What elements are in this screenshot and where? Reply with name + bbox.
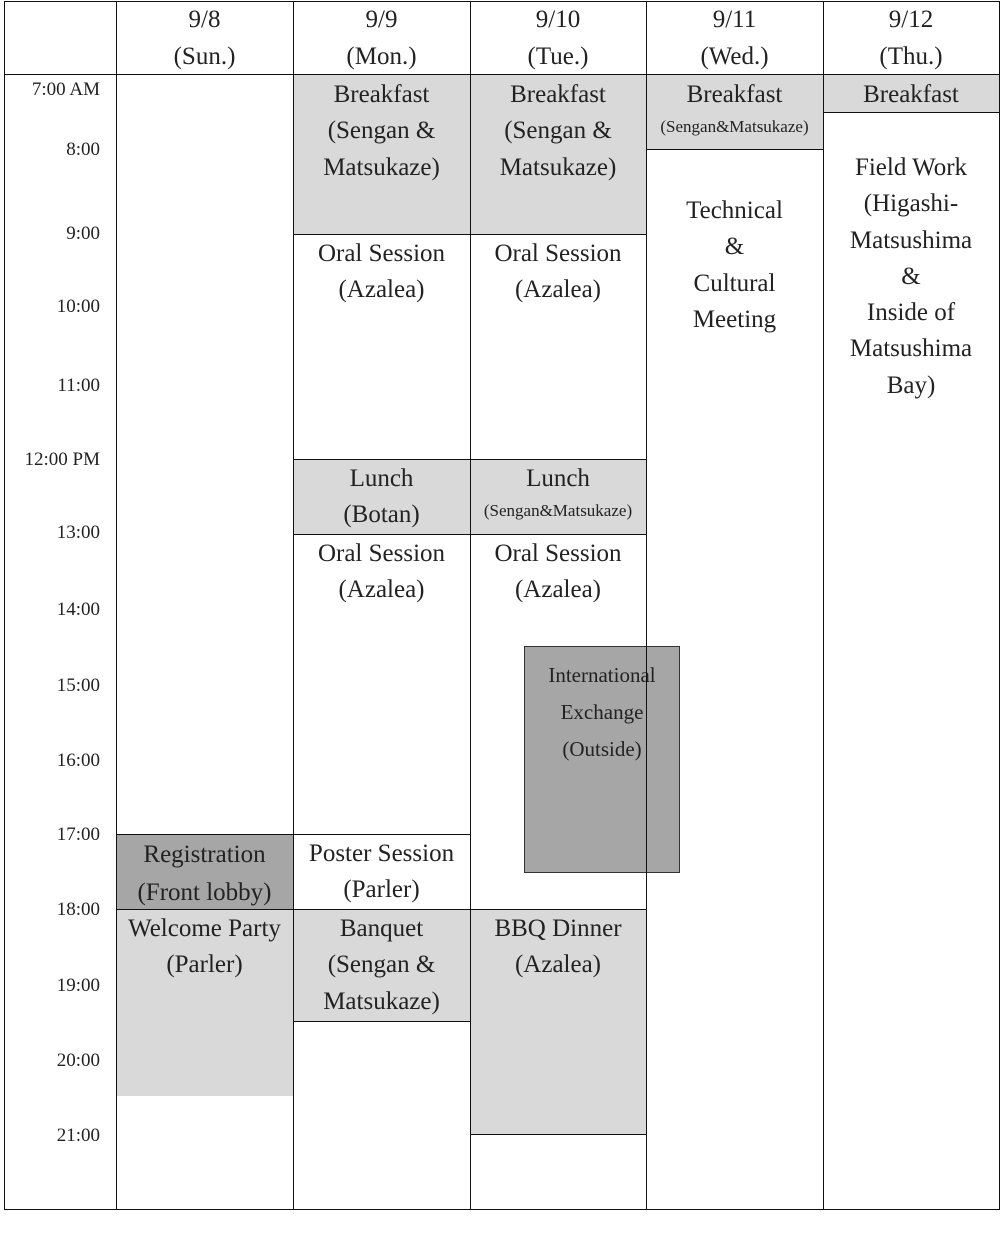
event-location: (Sengan&Matsukaze)	[483, 501, 633, 521]
event-mon-breakfast: Breakfast (Sengan & Matsukaze)	[293, 75, 470, 234]
event-registration: Registration (Front lobby)	[116, 834, 293, 909]
time-label: 15:00	[56, 675, 100, 696]
event-divider	[823, 112, 999, 113]
column-divider	[823, 1, 824, 1210]
event-divider	[646, 149, 823, 150]
day-date: 9/8	[188, 6, 221, 33]
event-divider	[293, 459, 470, 460]
day-date: 9/9	[365, 6, 398, 33]
column-divider	[999, 1, 1000, 1210]
event-divider	[470, 909, 646, 910]
day-weekday: (Sun.)	[173, 43, 236, 70]
time-label: 10:00	[56, 296, 100, 317]
time-label: 16:00	[56, 750, 100, 771]
day-weekday: (Mon.)	[346, 43, 417, 70]
event-tue-breakfast: Breakfast (Sengan & Matsukaze)	[470, 75, 646, 234]
event-title: Breakfast	[686, 81, 783, 108]
event-divider	[293, 834, 470, 835]
time-label: 18:00	[56, 899, 100, 920]
time-label: 8:00	[66, 139, 100, 160]
time-label: 13:00	[56, 522, 100, 543]
event-divider	[470, 1134, 646, 1135]
column-divider	[116, 1, 117, 1210]
time-label: 14:00	[56, 599, 100, 620]
event-divider	[470, 234, 646, 235]
time-label: 11:00	[57, 375, 100, 396]
event-thu-breakfast: Breakfast	[823, 75, 999, 112]
day-date: 9/10	[535, 6, 581, 33]
event-field-work: Field Work (Higashi- Matsushima & Inside…	[849, 154, 973, 399]
event-international-exchange: International Exchange (Outside)	[524, 646, 680, 873]
column-divider	[646, 1, 647, 1210]
event-mon-oral-pm: Oral Session (Azalea)	[317, 540, 446, 604]
table-top-border	[4, 1, 1000, 2]
time-label: 19:00	[56, 975, 100, 996]
time-label: 21:00	[56, 1125, 100, 1146]
event-bbq-dinner: BBQ Dinner (Azalea)	[470, 909, 646, 1134]
column-divider	[293, 1, 294, 1210]
time-label: 7:00 AM	[31, 79, 100, 100]
header-bottom-border	[4, 74, 1000, 75]
table-left-border	[4, 1, 5, 1210]
table-bottom-border	[4, 1209, 1000, 1210]
event-welcome-party: Welcome Party (Parler)	[116, 909, 293, 1096]
day-weekday: (Tue.)	[527, 43, 589, 70]
event-divider	[293, 534, 470, 535]
event-tue-lunch: Lunch (Sengan&Matsukaze)	[470, 459, 646, 534]
event-divider	[293, 909, 470, 910]
event-divider	[293, 234, 470, 235]
time-label: 17:00	[56, 824, 100, 845]
event-mon-lunch: Lunch (Botan)	[293, 459, 470, 534]
day-header: 9/10 (Tue.)	[470, 0, 646, 74]
event-technical-cultural: Technical & Cultural Meeting	[686, 197, 783, 333]
event-divider	[470, 459, 646, 460]
event-divider	[116, 834, 293, 835]
time-label: 20:00	[56, 1050, 100, 1071]
event-location: (Sengan&Matsukaze)	[660, 117, 809, 137]
time-label: 9:00	[66, 223, 100, 244]
event-mon-oral-am: Oral Session (Azalea)	[317, 240, 446, 304]
event-tue-oral-pm: Oral Session (Azalea)	[494, 540, 622, 604]
time-label: 12:00 PM	[24, 449, 101, 470]
day-header: 9/12 (Thu.)	[823, 0, 999, 74]
event-wed-breakfast: Breakfast (Sengan&Matsukaze)	[646, 75, 823, 149]
event-tue-oral-am: Oral Session (Azalea)	[494, 240, 622, 304]
day-weekday: (Thu.)	[879, 43, 943, 70]
event-title: Lunch	[526, 465, 590, 492]
day-date: 9/12	[888, 6, 934, 33]
event-mon-banquet: Banquet (Sengan & Matsukaze)	[293, 909, 470, 1021]
day-header: 9/9 (Mon.)	[293, 0, 470, 74]
event-divider	[116, 909, 293, 910]
day-header: 9/8 (Sun.)	[116, 0, 293, 74]
day-header: 9/11 (Wed.)	[646, 0, 823, 74]
column-divider	[470, 1, 471, 1210]
day-date: 9/11	[712, 6, 757, 33]
event-mon-poster: Poster Session (Parler)	[308, 840, 455, 904]
day-weekday: (Wed.)	[700, 43, 769, 70]
event-divider	[293, 1021, 470, 1022]
event-divider	[470, 534, 646, 535]
